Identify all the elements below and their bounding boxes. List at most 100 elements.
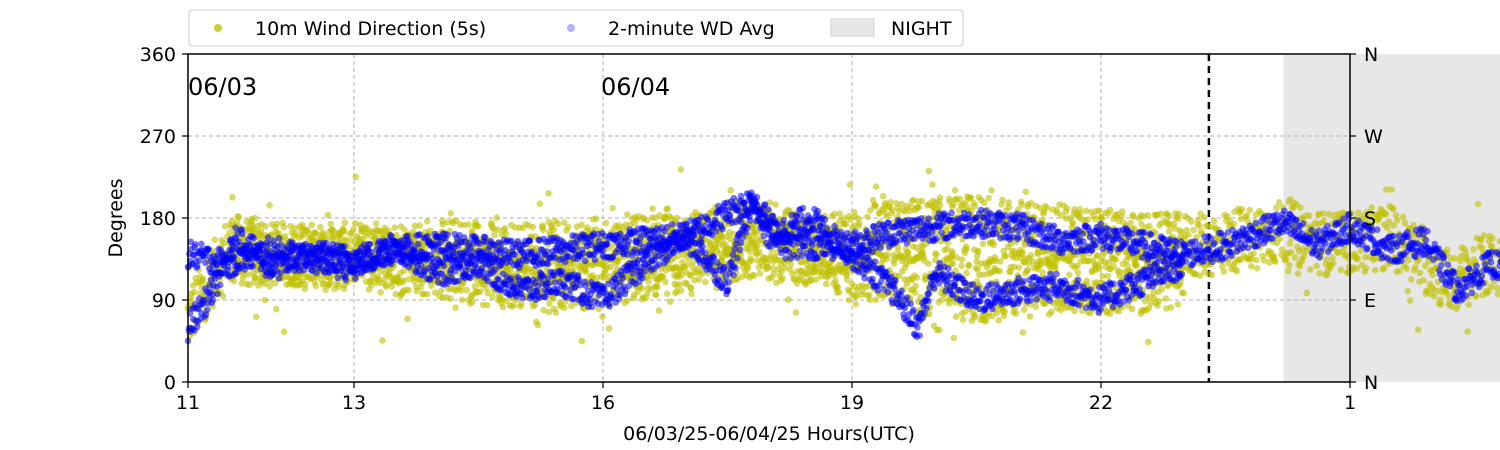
data-point	[997, 258, 1004, 265]
data-point	[1084, 216, 1092, 223]
data-point	[971, 203, 979, 210]
data-point	[911, 289, 919, 296]
data-point	[1445, 292, 1452, 300]
data-point	[609, 204, 616, 212]
data-point	[814, 269, 822, 276]
data-point	[1018, 201, 1026, 209]
data-point	[684, 261, 691, 269]
data-point	[1096, 265, 1103, 272]
data-point	[491, 231, 498, 239]
data-point	[883, 251, 891, 259]
data-point	[1002, 252, 1009, 260]
data-point	[655, 307, 663, 314]
data-point	[805, 278, 813, 285]
data-point	[1238, 205, 1246, 213]
data-point	[898, 200, 905, 208]
data-point	[1110, 256, 1118, 263]
data-point	[489, 293, 496, 301]
data-point	[1118, 208, 1126, 215]
data-point	[872, 203, 879, 210]
data-point	[963, 245, 970, 253]
data-point	[1063, 205, 1071, 212]
data-point	[959, 316, 967, 324]
data-point	[1357, 247, 1364, 255]
data-point	[1474, 200, 1482, 208]
data-point	[1403, 265, 1410, 272]
data-point	[645, 278, 652, 285]
data-point	[1082, 207, 1090, 215]
data-point	[280, 328, 288, 336]
data-point	[980, 199, 988, 206]
data-point	[1027, 251, 1035, 259]
data-point	[1165, 228, 1173, 235]
data-point	[437, 287, 445, 295]
data-point	[1005, 199, 1012, 206]
data-point	[582, 268, 590, 276]
data-point	[840, 214, 848, 222]
data-point	[1294, 270, 1302, 278]
data-point	[890, 260, 898, 267]
data-point	[1081, 257, 1088, 265]
data-point	[1093, 252, 1100, 260]
data-point	[599, 313, 606, 321]
data-point	[510, 302, 518, 309]
data-point	[1291, 254, 1299, 261]
data-point	[426, 227, 434, 235]
data-point	[536, 200, 544, 207]
data-point	[1088, 268, 1096, 275]
data-point	[852, 300, 860, 308]
data-point	[447, 295, 454, 302]
data-point	[1451, 255, 1459, 262]
data-point	[1188, 218, 1195, 225]
data-point	[813, 276, 820, 283]
data-point	[447, 210, 455, 217]
data-point	[1039, 269, 1046, 276]
data-point	[1284, 267, 1292, 275]
data-point	[677, 287, 685, 294]
data-point	[1019, 251, 1026, 258]
data-point	[1319, 210, 1327, 217]
data-point	[1127, 219, 1134, 227]
data-point	[1389, 206, 1397, 213]
data-point	[266, 202, 273, 209]
data-point	[1253, 265, 1261, 272]
data-point	[1276, 235, 1284, 243]
data-point	[864, 213, 871, 221]
data-point	[936, 194, 944, 201]
data-point	[622, 221, 629, 229]
data-point	[529, 223, 537, 231]
data-point	[294, 273, 302, 280]
data-point	[1420, 277, 1427, 284]
data-point	[1337, 266, 1345, 274]
data-point	[664, 205, 671, 212]
data-point	[341, 219, 349, 226]
data-point	[951, 187, 959, 194]
data-point	[1429, 271, 1437, 279]
data-point	[727, 187, 734, 194]
data-point	[327, 220, 335, 228]
data-point	[1157, 210, 1164, 217]
data-point	[317, 223, 324, 231]
data-point	[340, 285, 348, 293]
data-point	[525, 265, 532, 272]
data-point	[1015, 264, 1023, 271]
data-point	[1026, 313, 1034, 320]
data-point	[831, 210, 838, 218]
data-point	[987, 258, 994, 266]
data-point	[652, 291, 660, 299]
data-point	[996, 267, 1003, 275]
data-point	[1408, 276, 1415, 283]
data-point	[352, 173, 360, 181]
series-layer	[184, 166, 1500, 346]
data-point	[952, 313, 960, 320]
data-point	[1444, 246, 1451, 253]
data-point	[1307, 266, 1314, 273]
data-point	[578, 221, 585, 229]
data-point	[291, 232, 298, 240]
data-point	[191, 288, 198, 296]
data-point	[752, 244, 760, 252]
data-point	[561, 304, 568, 312]
data-point	[962, 199, 969, 206]
data-point	[1399, 213, 1407, 221]
